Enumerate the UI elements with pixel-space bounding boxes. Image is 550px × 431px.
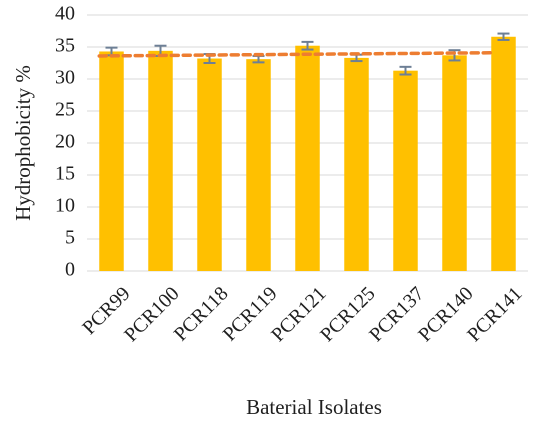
- y-tick-label: 30: [55, 67, 75, 89]
- bars: [99, 36, 516, 272]
- bar-pcr121: [295, 45, 320, 271]
- bar-pcr140: [442, 55, 467, 271]
- bar-pcr99: [99, 51, 124, 272]
- y-tick-label: 0: [65, 259, 75, 281]
- bar-pcr141: [491, 36, 516, 272]
- y-axis-title: Hydrophobicity %: [11, 65, 35, 221]
- y-tick-label: 40: [55, 3, 75, 25]
- error-bar-pcr137: [399, 65, 412, 76]
- y-tick-label: 15: [55, 163, 75, 185]
- bar-pcr125: [344, 57, 369, 271]
- y-axis-ticks: 0 5 10 15 20 25 30 35 40: [55, 3, 75, 281]
- trendline: [97, 51, 493, 58]
- y-tick-label: 10: [55, 195, 75, 217]
- y-tick-label: 20: [55, 131, 75, 153]
- bar-pcr137: [393, 70, 418, 272]
- bar-pcr100: [148, 50, 173, 272]
- bar-pcr118: [197, 58, 222, 271]
- y-tick-label: 35: [55, 35, 75, 57]
- y-tick-label: 25: [55, 99, 75, 121]
- x-tick-label: PCR118: [170, 283, 233, 346]
- x-axis-title: Baterial Isolates: [246, 395, 382, 419]
- bar-pcr119: [246, 59, 271, 271]
- x-axis-ticks: PCR99PCR100PCR118PCR119PCR121PCR125PCR13…: [78, 283, 526, 347]
- linear-trendline: [97, 51, 493, 58]
- error-bar-pcr141: [497, 32, 510, 41]
- y-tick-label: 5: [65, 227, 75, 249]
- x-tick-label: PCR100: [120, 283, 184, 347]
- error-bar-pcr121: [301, 40, 314, 51]
- x-tick-label: PCR141: [463, 283, 527, 347]
